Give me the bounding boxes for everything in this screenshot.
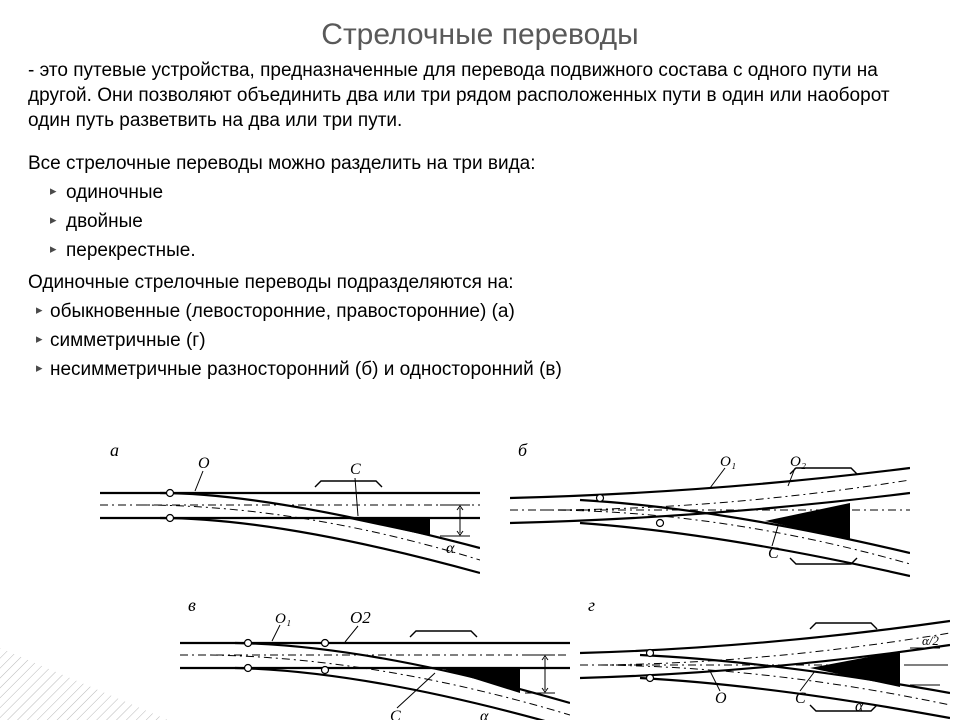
label-C: C (768, 545, 779, 562)
label-alpha: α (855, 698, 864, 715)
corner-hatch (0, 648, 210, 720)
list-item: двойные (50, 209, 932, 234)
subtypes-intro: Одиночные стрелочные переводы подразделя… (28, 270, 932, 295)
content-block: - это путевые устройства, предназначенны… (0, 58, 960, 382)
types-intro: Все стрелочные переводы можно разделить … (28, 151, 932, 176)
diagram-letter-g: г (588, 595, 595, 615)
label-O1: O₁ (720, 454, 736, 470)
list-item: перекрестные. (50, 238, 932, 263)
label-C: C (350, 461, 361, 478)
label-O: O (715, 690, 727, 707)
diagram-g: г O C α/2 α (580, 593, 950, 720)
label-alpha-half: α/2 (922, 633, 939, 648)
list-item: обыкновенные (левосторонние, правосторон… (36, 299, 932, 324)
types-list: одиночные двойные перекрестные. (28, 180, 932, 263)
diagram-letter-b: б (518, 440, 528, 460)
list-item: несимметричные разносторонний (б) и одно… (36, 357, 932, 382)
label-O2-it: O2 (350, 608, 371, 627)
label-O1: O₁ (275, 611, 291, 627)
list-item: симметричные (г) (36, 328, 932, 353)
label-C: C (795, 690, 806, 707)
label-alpha: α (480, 708, 489, 720)
subtypes-list: обыкновенные (левосторонние, правосторон… (28, 299, 932, 382)
diagram-v: в O₁ O2 C α (180, 593, 570, 720)
list-item: одиночные (50, 180, 932, 205)
diagram-letter-v: в (188, 595, 196, 615)
label-O: O (198, 455, 210, 472)
label-alpha: α (446, 540, 455, 557)
intro-paragraph: - это путевые устройства, предназначенны… (28, 58, 932, 133)
diagram-b: б O₁ O₂ C (510, 438, 910, 578)
label-C: C (390, 708, 401, 720)
diagram-a: а O C α (100, 438, 480, 578)
page-title: Стрелочные переводы (0, 18, 960, 52)
diagram-letter-a: а (110, 440, 119, 460)
